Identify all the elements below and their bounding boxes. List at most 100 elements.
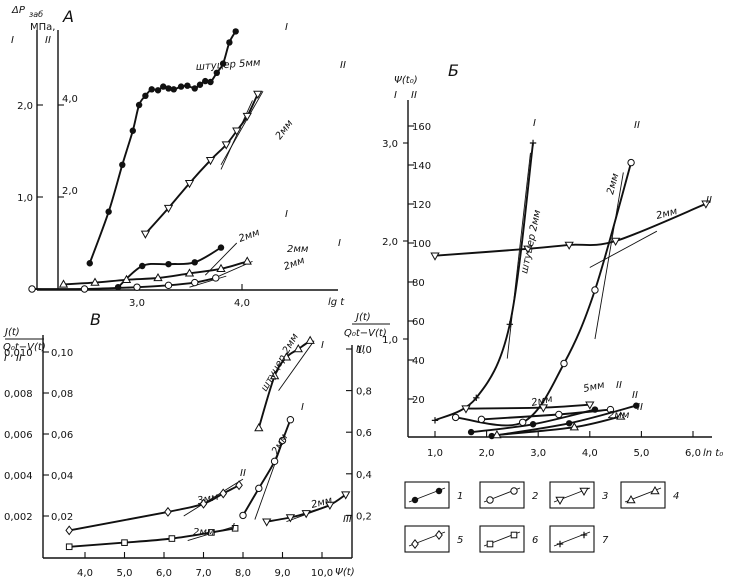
xtick-b-label-0: 1,0	[427, 448, 443, 459]
axis-c-xlabel: Ψ(t)	[335, 567, 355, 578]
bundle-b-0-point-2	[585, 401, 595, 410]
ytick-b-II-label-1: 40	[412, 356, 425, 367]
series-b-0-curve	[434, 142, 534, 422]
bundle-b-3-point-2	[633, 402, 640, 409]
series-a-0-point-8	[160, 83, 167, 90]
series-a-1-point-6	[242, 112, 252, 122]
annot-b-curveII: II	[634, 120, 640, 131]
series-c-3-point-3	[208, 529, 215, 536]
series-a-3-point-4	[184, 268, 195, 277]
annot-a-4: 2мм	[282, 255, 306, 273]
series-a-1-point-5	[232, 127, 242, 136]
ytick-c-III-label-3: 0,8	[356, 387, 372, 398]
ytick-c-I-label-3: 0,008	[4, 389, 33, 400]
xtick-b-label-3: 4,0	[582, 448, 598, 459]
series-b-1-asymptote	[594, 172, 624, 340]
legend-marker-a-2	[486, 496, 494, 504]
series-a-3-point-2	[121, 274, 132, 283]
legend-marker-b-2	[510, 487, 518, 495]
xtick-b-label-1: 2,0	[479, 448, 495, 459]
series-a-0-point-2	[119, 161, 126, 168]
series-b-1-curve	[455, 162, 633, 427]
series-a-0-point-15	[202, 77, 209, 85]
series-a-3-point-1	[90, 277, 100, 286]
annot-b-4: 5мм	[582, 380, 606, 395]
annot-b-curveII-3: II	[616, 380, 622, 391]
axis-c-id-III: III	[356, 344, 365, 355]
series-b-1-point-4	[627, 158, 635, 167]
panel-b: Ψ(t₀)I IIБ1,02,03,0204060801001201401601,…	[382, 61, 723, 459]
series-c-4-point-2	[301, 510, 311, 519]
annot-c-1: 2мм	[270, 432, 290, 456]
series-c-2-point-4	[235, 480, 243, 491]
axis-c-ylabel-right-num: J(t)	[354, 312, 371, 323]
annot-a-curveI: I	[285, 22, 288, 33]
annot-b-curveII-4: II	[632, 390, 638, 401]
series-b-2-asymptote	[589, 230, 658, 268]
annot-c-curveI-2: I	[301, 402, 304, 413]
xtick-c-label-4: 8,0	[235, 568, 251, 579]
ytick-c-II-label-3: 0,08	[51, 389, 73, 400]
series-c-2-point-0	[65, 525, 74, 536]
ytick-b-I-label-2: 3,0	[382, 139, 398, 150]
ytick-c-III-label-4: 1,0	[356, 345, 372, 356]
series-b-0-point-0	[431, 417, 439, 424]
series-b-2-point-1	[523, 245, 533, 254]
ytick-c-III-label-0: 0,2	[356, 511, 372, 522]
series-b-2-point-2	[564, 241, 574, 250]
xtick-c-label-2: 6,0	[156, 568, 172, 579]
series-a-4-point-4	[191, 278, 199, 287]
series-a-2-point-3	[191, 259, 198, 266]
ytick-a-I-label-1: 2,0	[17, 101, 33, 112]
series-a-4-point-0	[28, 285, 36, 293]
bundle-b-1-point-0	[467, 428, 475, 436]
legend-marker-a-1	[411, 496, 419, 504]
ytick-c-I-label-4: 0,010	[4, 348, 33, 359]
ytick-c-II-label-2: 0,06	[51, 430, 73, 441]
series-a-0-point-4	[135, 101, 143, 109]
axis-c-ylabel-den: Q₀t−V(t)	[3, 342, 46, 353]
bundle-b-3-point-1	[565, 420, 573, 427]
legend-label-5: 5	[457, 535, 463, 546]
legend-marker-a-3	[555, 496, 565, 506]
annot-b-3: 2мм	[530, 394, 554, 409]
annot-a-1: 2мм	[274, 118, 296, 142]
annot-c-curveII: II	[240, 468, 246, 479]
series-a-3-point-0	[58, 279, 69, 288]
legend-marker-b-6	[510, 531, 518, 539]
series-a-0-point-13	[191, 85, 198, 92]
annot-b-curveI: I	[533, 118, 536, 129]
series-a-2-point-4	[217, 244, 225, 251]
legend-marker-a-6	[486, 540, 494, 548]
series-a-1-point-7	[253, 90, 263, 99]
series-a-1-curve	[144, 93, 259, 235]
annot-c-4: 2мм	[310, 495, 334, 511]
series-a-1-point-1	[163, 204, 174, 214]
xtick-b-label-5: 6,0	[685, 448, 701, 459]
series-b-0-point-1	[473, 394, 480, 401]
series-a-0-point-14	[196, 81, 204, 88]
annot-b-2: 2мм	[655, 206, 679, 222]
legend-label-4: 4	[673, 491, 679, 502]
bundle-b-4-point-2	[616, 411, 626, 420]
series-b-0-point-2	[506, 321, 514, 328]
series-c-4-point-1	[285, 514, 296, 523]
series-c-0-point-4	[305, 335, 315, 344]
ytick-c-II-label-1: 0,04	[51, 471, 73, 482]
axis-a-id-I: I	[11, 35, 14, 46]
annot-c-curveI: I	[321, 340, 324, 351]
xtick-c-label-5: 9,0	[275, 568, 291, 579]
annot-c-3: 2мм	[193, 527, 215, 538]
series-a-0-point-18	[219, 60, 227, 67]
series-a-1-asymptote	[220, 90, 264, 166]
xtick-a-label-0: 3,0	[129, 298, 145, 309]
legend-marker-b-1	[435, 487, 443, 495]
series-b-2-point-4	[701, 200, 711, 209]
ytick-c-III-label-2: 0,6	[356, 428, 372, 439]
bundle-b-2-point-0	[477, 415, 486, 424]
bundle-b-2-point-1	[555, 410, 563, 419]
series-c-4-point-3	[325, 501, 335, 511]
